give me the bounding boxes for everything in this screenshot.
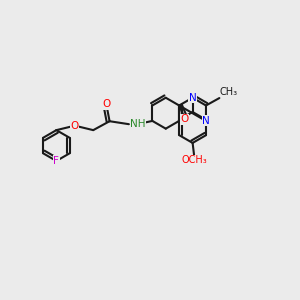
Text: NH: NH bbox=[130, 119, 146, 129]
Text: CH₃: CH₃ bbox=[220, 88, 238, 98]
Text: O: O bbox=[103, 99, 111, 109]
Text: F: F bbox=[53, 156, 59, 166]
Text: O: O bbox=[71, 121, 79, 131]
Text: OCH₃: OCH₃ bbox=[181, 155, 207, 165]
Text: N: N bbox=[202, 116, 210, 126]
Text: O: O bbox=[180, 114, 189, 124]
Text: N: N bbox=[189, 93, 196, 103]
